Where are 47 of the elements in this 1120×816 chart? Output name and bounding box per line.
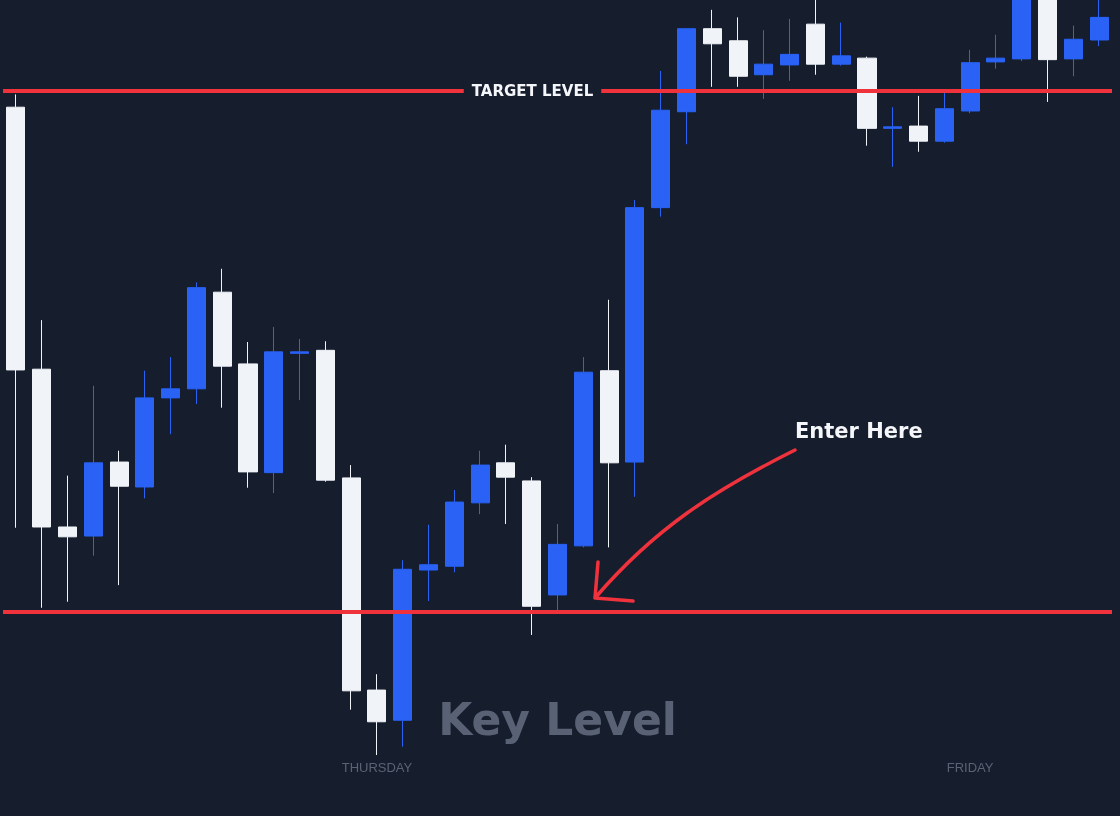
- x-tick-label: FRIDAY: [946, 760, 994, 775]
- candlestick: [883, 106, 902, 168]
- candlestick: [1090, 0, 1109, 47]
- candlestick: [754, 29, 773, 100]
- candlestick: [84, 385, 103, 557]
- candlestick: [342, 464, 361, 711]
- candlestick: [935, 91, 954, 144]
- candlestick: [909, 95, 928, 153]
- ref-line-label: Key Level: [438, 694, 677, 746]
- ref-line-label: TARGET LEVEL: [471, 81, 594, 100]
- candlestick: [1064, 25, 1083, 77]
- candlestick: [729, 16, 748, 88]
- candlestick: [393, 559, 412, 748]
- candlestick: [703, 9, 722, 88]
- candlestick: [806, 0, 825, 76]
- candlestick: [264, 326, 283, 494]
- candlestick: [651, 70, 670, 218]
- candlestick: [574, 356, 593, 548]
- candlestick: [780, 18, 799, 82]
- candlestick: [677, 28, 696, 145]
- candlestick: [238, 341, 258, 489]
- annotation: Enter Here: [795, 418, 923, 443]
- candlestick: [6, 93, 25, 529]
- candlestick: [316, 340, 335, 483]
- candlestick: [625, 199, 644, 498]
- candlestick: [445, 489, 464, 573]
- candlestick: [161, 356, 180, 435]
- candlestick: [857, 56, 877, 147]
- candlestick: [419, 524, 438, 602]
- candlestick: [1038, 0, 1057, 103]
- candlestick: [1012, 0, 1031, 62]
- candlestick: [213, 268, 232, 409]
- candlestick: [496, 444, 515, 525]
- candlestick: [471, 450, 490, 515]
- candlestick: [32, 319, 51, 609]
- candlestick: [110, 450, 129, 586]
- candlestick: [832, 22, 851, 67]
- candlestick: [961, 49, 980, 114]
- candlestick: [290, 338, 309, 401]
- candlestick: [135, 370, 154, 499]
- candlestick: [522, 476, 541, 636]
- candlestick: [58, 475, 77, 603]
- candlestick: [600, 299, 619, 548]
- candlestick: [187, 281, 206, 405]
- candlestick: [986, 34, 1005, 70]
- candlestick: [367, 673, 386, 756]
- x-tick-label: THURSDAY: [341, 760, 413, 775]
